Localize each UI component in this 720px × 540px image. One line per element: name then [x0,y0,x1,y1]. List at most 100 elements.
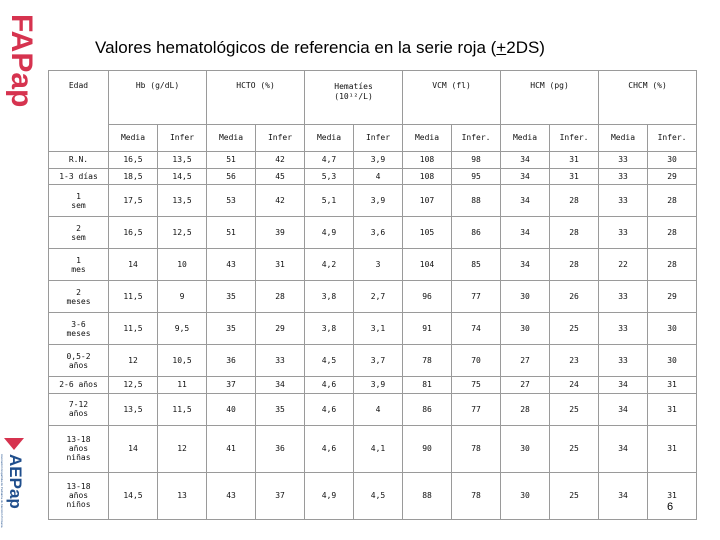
row-label: 2 meses [48,280,109,314]
table-cell: 31 [255,248,306,282]
table-cell: 108 [402,150,453,169]
row-label-line: R.N. [68,155,89,165]
table-cell: 16,5 [108,150,158,169]
table-header-row: Edad Hb (g/dL) HCTO (%) Hematíes (10¹²/L… [48,70,698,152]
table-cell: 104 [402,248,453,282]
table-cell: 3,9 [353,376,404,394]
table-cell: 30 [500,312,551,346]
table-cell: 42 [255,150,306,169]
table-cell: 28 [647,184,698,218]
table-cell: 4,9 [304,216,355,250]
table-cell: 98 [451,150,502,169]
table-cell: 25 [549,312,600,346]
row-label-line: sem [71,200,86,210]
table-cell: 3,8 [304,280,355,314]
table-row: 13-18 años niñas 14 12 41 36 4,6 4,1 90 78 30 25 34 31 [48,424,698,473]
row-label-line: 2 [76,287,81,297]
title-suffix: 2DS) [506,38,545,57]
table-cell: 13,5 [156,184,208,218]
table-cell: 35 [255,392,306,426]
table-cell: 42 [255,184,306,218]
table-cell: 16,5 [108,216,158,250]
table-cell: 78 [402,344,453,378]
table-cell: 33 [598,344,649,378]
table-cell: 53 [206,184,257,218]
table-cell: 34 [500,150,551,169]
table-cell: 5,3 [304,167,355,186]
fapap-logo-text: FAPap [5,14,34,107]
table-cell: 39 [255,216,306,250]
table-cell: 25 [549,392,600,426]
table-cell: 30 [647,150,698,169]
table-cell: 13 [156,471,208,521]
table-cell: 88 [451,184,502,218]
table-cell: 12,5 [156,216,208,250]
table-cell: 30 [500,280,551,314]
table-cell: 4,5 [353,471,404,521]
table-cell: 31 [549,150,600,169]
table-cell: 18,5 [108,167,158,186]
table-cell: 45 [255,167,306,186]
row-label-line: 13-18 [66,435,91,445]
row-label: 13-18 años niños [48,471,109,521]
aepap-logo-tagline: Asociación Española de Pediatría de Aten… [0,454,4,528]
table-cell: 34 [598,471,649,521]
table-cell: 22 [598,248,649,282]
page-number: 6 [667,501,674,513]
column-header-edad: Edad [48,70,109,152]
table-row: 2 sem 16,5 12,5 51 39 4,9 3,6 105 86 34 28 33 28 [48,216,698,250]
column-group-hcm: HCM (pg) [500,70,600,125]
table-cell: 33 [598,280,649,314]
table-cell: 37 [255,471,306,521]
column-group-chcm: CHCM (%) [598,70,698,125]
table-cell: 33 [598,216,649,250]
row-label-line: años [68,444,89,454]
table-cell: 85 [451,248,502,282]
table-cell: 77 [451,280,502,314]
table-cell: 33 [598,312,649,346]
row-label: R.N. [48,150,109,169]
table-cell: 33 [598,184,649,218]
table-cell: 11,5 [156,392,208,426]
subheader-cell: Media [402,123,453,152]
table-cell: 5,1 [304,184,355,218]
table-row: 1 sem 17,5 13,5 53 42 5,1 3,9 107 88 34 28 33 28 [48,184,698,218]
table-cell: 28 [500,392,551,426]
hematies-label: Hematíes [334,82,373,91]
table-cell: 37 [206,376,257,394]
table-cell: 105 [402,216,453,250]
table-cell: 75 [451,376,502,394]
table-row: 0,5-2 años 12 10,5 36 33 4,5 3,7 78 70 27 23 33 30 [48,344,698,378]
row-label-line: niñas [66,453,91,463]
table-cell: 31 [647,392,698,426]
table-cell: 96 [402,280,453,314]
table-cell: 26 [549,280,600,314]
table-cell: 88 [402,471,453,521]
table-cell: 12 [108,344,158,378]
table-cell: 14 [108,248,158,282]
table-cell: 90 [402,424,453,473]
table-cell: 108 [402,167,453,186]
row-label-line: 7-12 [68,400,89,410]
column-group-hcto: HCTO (%) [206,70,306,125]
table-cell: 11,5 [108,280,158,314]
subheader-cell: Infer. [549,123,600,152]
row-label-line: 1 [76,255,81,265]
table-cell: 34 [500,216,551,250]
table-cell: 33 [598,167,649,186]
column-group-vcm: VCM (fl) [402,70,502,125]
table-cell: 31 [647,376,698,394]
table-cell: 56 [206,167,257,186]
row-label-line: años [68,409,89,419]
table-cell: 29 [647,280,698,314]
table-cell: 25 [549,471,600,521]
table-cell: 4,6 [304,424,355,473]
table-subheader-row: Media Infer Media Infer Media Infer Media Infer… [49,123,698,152]
hematology-table: Edad Hb (g/dL) HCTO (%) Hematíes (10¹²/L… [48,70,698,521]
row-label: 7-12 años [48,392,109,426]
table-cell: 10 [156,248,208,282]
row-label-line: años [68,360,89,370]
table-cell: 43 [206,248,257,282]
title-prefix: Valores hematológicos de referencia en l… [95,38,497,57]
table-cell: 31 [549,167,600,186]
